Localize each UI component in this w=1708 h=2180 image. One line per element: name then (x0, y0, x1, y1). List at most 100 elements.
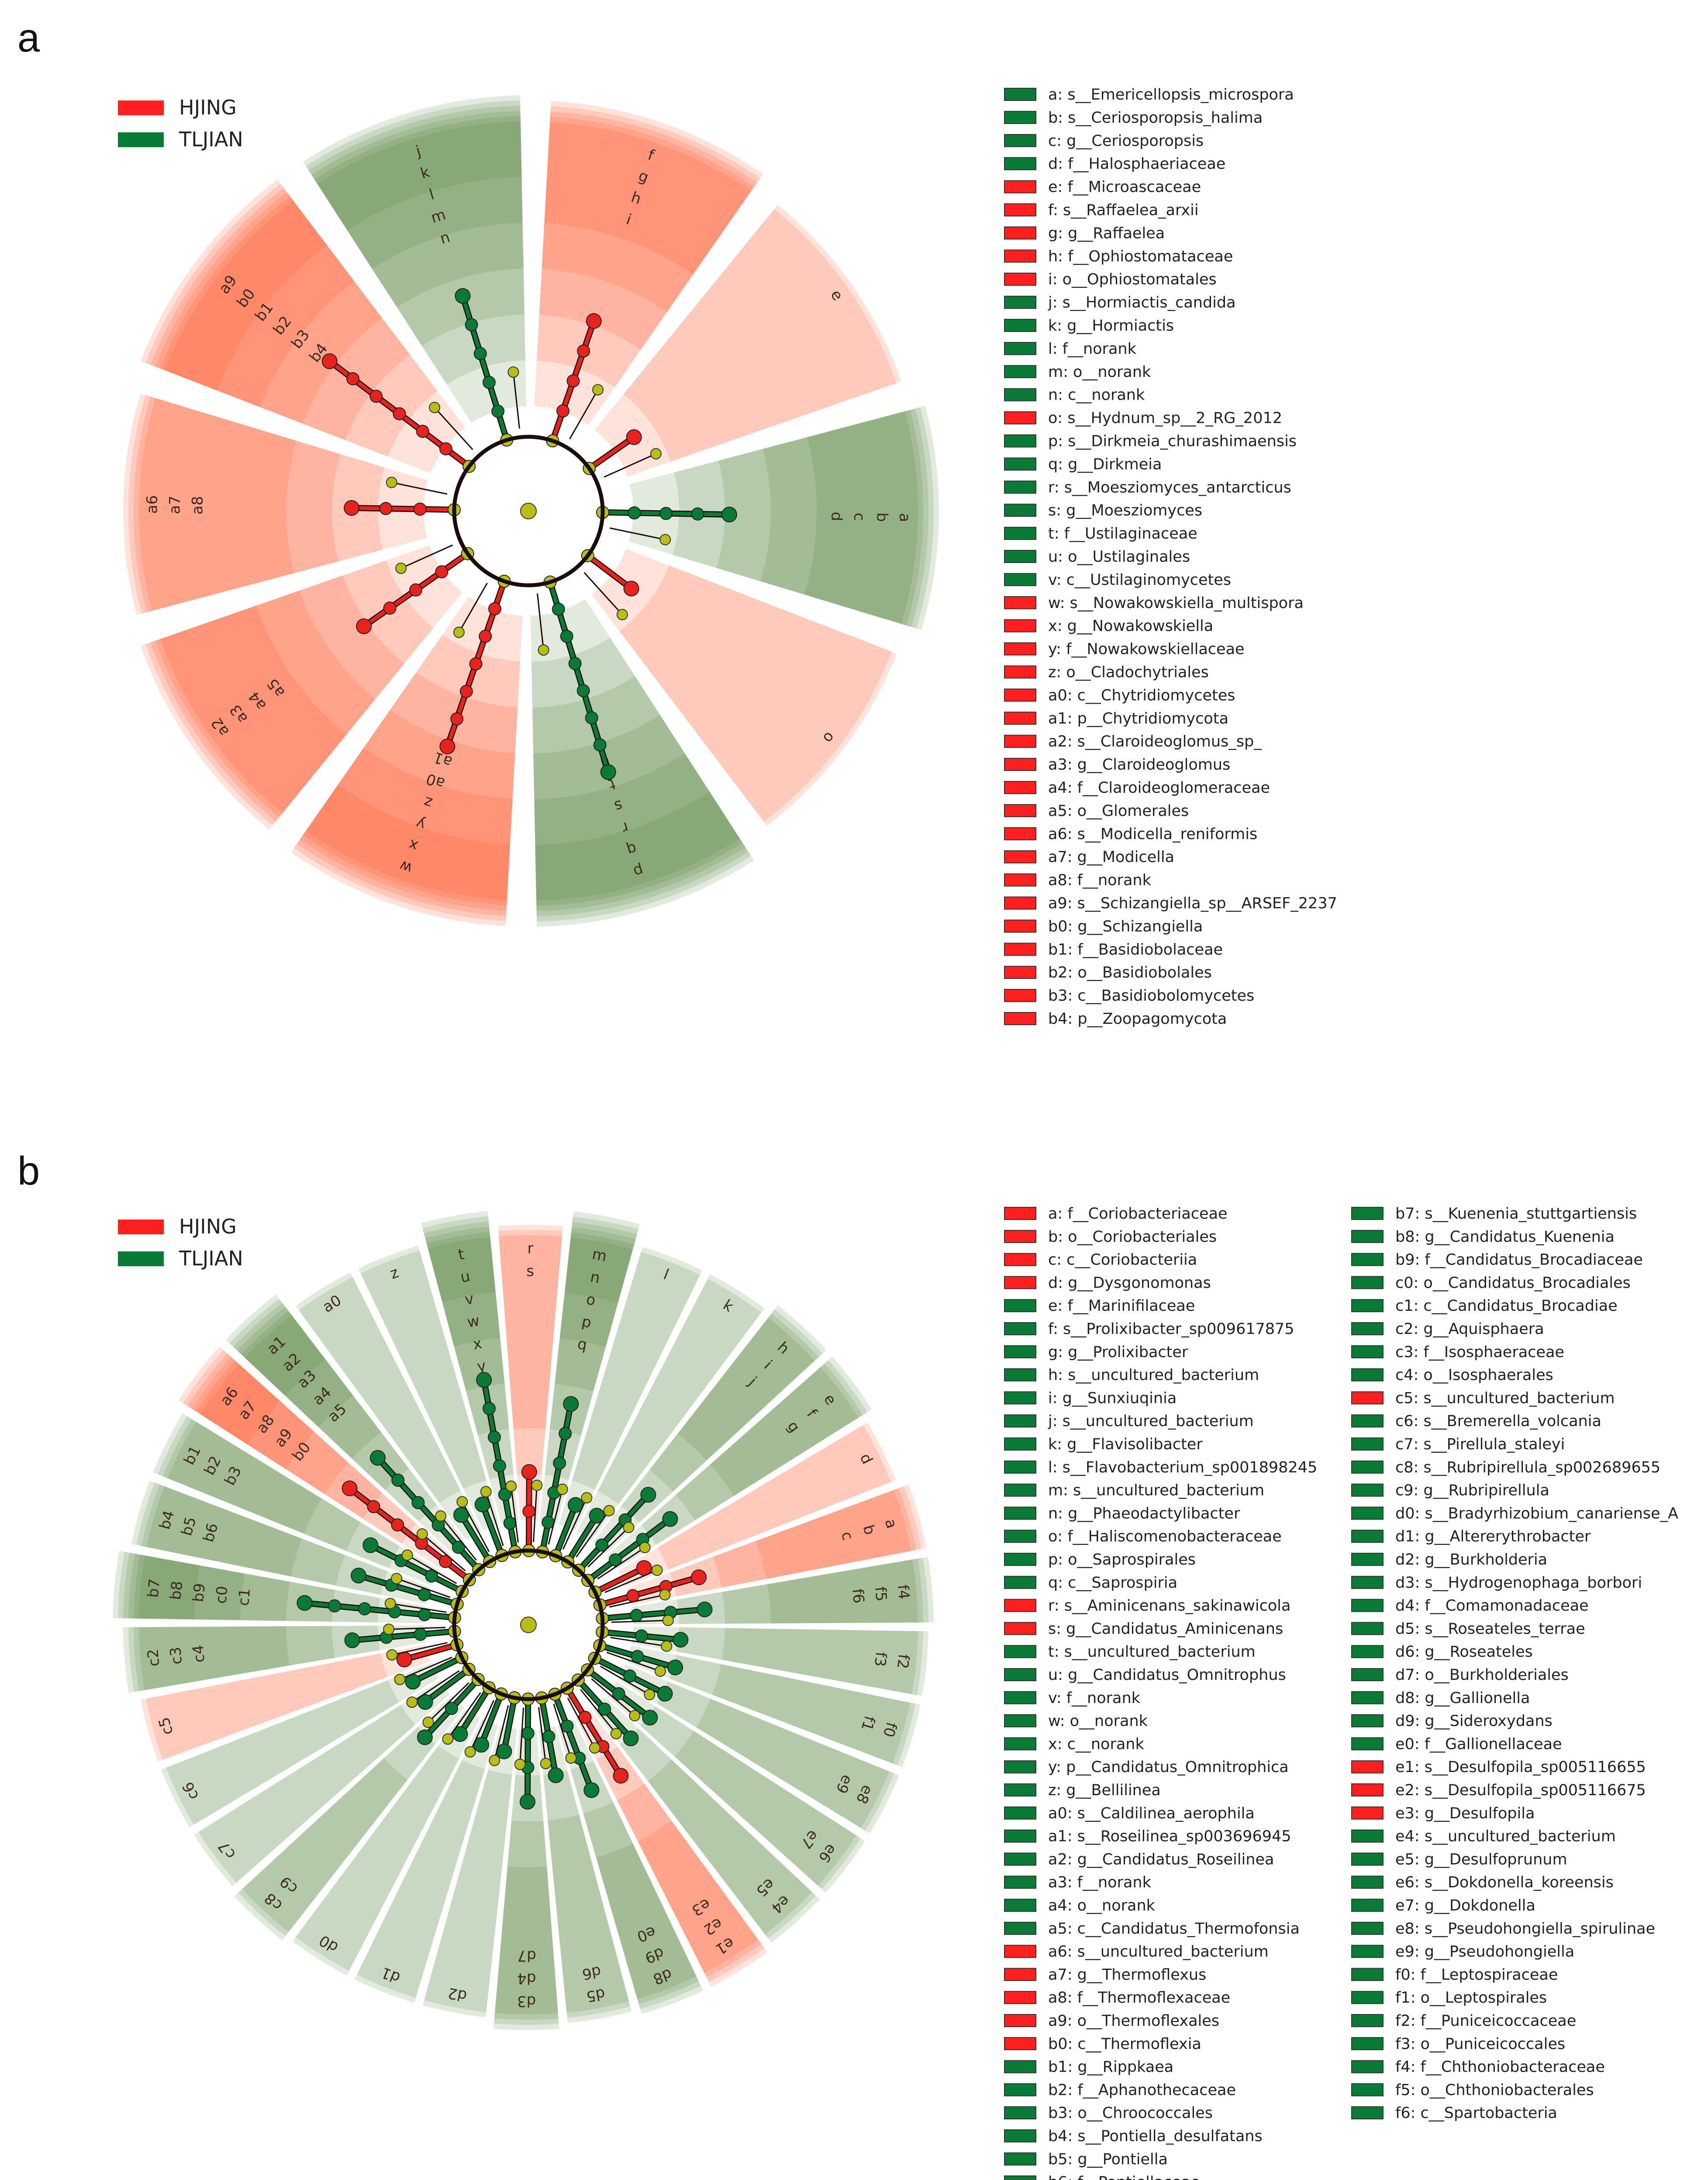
tree-node (598, 1703, 611, 1716)
clade-highlight (621, 1309, 823, 1523)
legend-swatch (1351, 2083, 1384, 2097)
legend-item: c4: o__Isosphaerales (1351, 1367, 1553, 1384)
legend-swatch (1004, 1714, 1036, 1727)
tree-node (521, 1727, 535, 1740)
clade-label: c0 (212, 1585, 231, 1604)
legend-item: c2: g__Aquisphaera (1351, 1320, 1544, 1338)
legend-swatch (1351, 2014, 1384, 2027)
legend-item: f6: c__Spartobacteria (1351, 2104, 1557, 2122)
tree-node (395, 563, 407, 574)
legend-swatch (1004, 388, 1036, 401)
legend-item: d: f__Halosphaeriaceae (1004, 155, 1225, 173)
tree-node (542, 1730, 556, 1743)
clade-highlight (530, 599, 754, 927)
clade-highlight (493, 1729, 559, 2030)
legend-label: e7: g__Dokdonella (1395, 1897, 1535, 1914)
tree-branch (597, 1547, 645, 1580)
clade-highlight (238, 1727, 436, 1936)
tree-node (367, 1500, 380, 1513)
legend-label: h: f__Ophiostomataceae (1048, 248, 1233, 265)
legend-label: e: f__Marinifilaceae (1048, 1297, 1195, 1315)
legend-label: c5: s__uncultured_bacterium (1395, 1389, 1615, 1407)
legend-label: c2: g__Aquisphaera (1395, 1320, 1544, 1338)
legend-item: t: f__Ustilaginaceae (1004, 525, 1197, 542)
legend-swatch (1004, 989, 1036, 1002)
clade-highlight (291, 597, 523, 926)
legend-swatch (1351, 1852, 1384, 1866)
clade-label: d (828, 511, 845, 521)
legend-label: e0: f__Gallionellaceae (1395, 1735, 1562, 1753)
panel-a: a HJING TLJIAN jklmnfghieabcdopqrstuvwxy… (17, 16, 1337, 1028)
tree-branch (548, 1489, 563, 1545)
legend-swatch (1004, 2060, 1036, 2073)
clade-highlight (716, 408, 928, 627)
legend-label: a0: s__Caldilinea_aerophila (1048, 1805, 1255, 1822)
legend-swatch (1004, 157, 1036, 170)
clade-highlight (192, 1357, 349, 1494)
tree-node (640, 1487, 656, 1503)
clade-highlight (498, 1230, 563, 1475)
legend-swatch (1004, 134, 1036, 147)
legend-item: d: g__Dysgonomonas (1004, 1274, 1211, 1292)
legend-swatch (1351, 1876, 1384, 1889)
legend-label: d6: g__Roseateles (1395, 1643, 1533, 1661)
clade-highlight (543, 1770, 631, 2018)
legend-swatch (1004, 2106, 1036, 2120)
tree-node (498, 1488, 511, 1501)
legend-item: b5: g__Pontiella (1004, 2151, 1168, 2168)
clade-highlight (559, 1232, 635, 1347)
tree-branch (512, 372, 520, 429)
tree-branch-highlight (352, 1629, 455, 1642)
legend-item: d5: s__Roseateles_terrae (1351, 1620, 1585, 1638)
tree-branch (562, 1497, 587, 1550)
legend-label: w: o__norank (1048, 1713, 1148, 1730)
tree-branch (606, 1651, 661, 1672)
tree-node (379, 502, 393, 515)
legend-label: e4: s__uncultured_bacterium (1395, 1828, 1616, 1845)
tree-node (659, 1589, 671, 1601)
legend-label: p: o__Saprospirales (1048, 1551, 1196, 1568)
legend-label: a: s__Emericellopsis_microspora (1048, 86, 1294, 104)
clade-label: c (850, 513, 868, 521)
legend-item: e1: s__Desulfopila_sp005116655 (1351, 1759, 1646, 1776)
legend-swatch (1004, 249, 1036, 263)
legend-swatch (1004, 2129, 1036, 2142)
legend-label: b9: f__Candidatus_Brocadiaceae (1395, 1251, 1643, 1269)
legend-swatch (1004, 1575, 1036, 1589)
group-legend-b: HJING TLJIAN (118, 1215, 243, 1270)
tree-node (540, 1758, 552, 1769)
tree-node (369, 390, 383, 403)
tree-branch (400, 544, 453, 569)
legend-item: n: c__norank (1004, 387, 1145, 404)
tree-node (413, 502, 427, 516)
tree-node (691, 1569, 707, 1586)
clade-highlight (292, 1709, 480, 1976)
tree-branch (567, 1697, 596, 1748)
tree-node (393, 407, 406, 421)
clade-highlight (583, 1802, 699, 2004)
clade-highlight (623, 209, 897, 462)
tljian-swatch (118, 1251, 164, 1266)
legend-item: m: o__norank (1004, 363, 1151, 381)
tree-node (479, 629, 492, 643)
legend-label: u: g__Candidatus_Omnitrophus (1048, 1666, 1286, 1684)
clade-highlight (198, 1705, 416, 1883)
legend-item: a3: g__Claroideoglomus (1004, 756, 1230, 774)
legend-label: i: o__Ophiostomatales (1048, 271, 1217, 288)
tree-branch (392, 1642, 448, 1656)
clade-highlight (594, 205, 901, 477)
tree-branch (407, 1554, 457, 1584)
clade-highlight (134, 1555, 245, 1620)
legend-swatch (1004, 1876, 1036, 1889)
clade-highlight (676, 1363, 863, 1520)
legend-item: f2: f__Puniceicoccaceae (1351, 2012, 1576, 2030)
tree-node (370, 1450, 386, 1466)
legend-swatch (1004, 1437, 1036, 1451)
clade-label: b9 (190, 1582, 209, 1603)
clade-highlight (196, 1360, 314, 1469)
clade-highlight (241, 1311, 354, 1427)
legend-swatch (1004, 1645, 1036, 1658)
legend-swatch (1351, 1483, 1384, 1497)
clade-highlight (194, 1680, 450, 1886)
tree-branch (576, 1510, 610, 1558)
